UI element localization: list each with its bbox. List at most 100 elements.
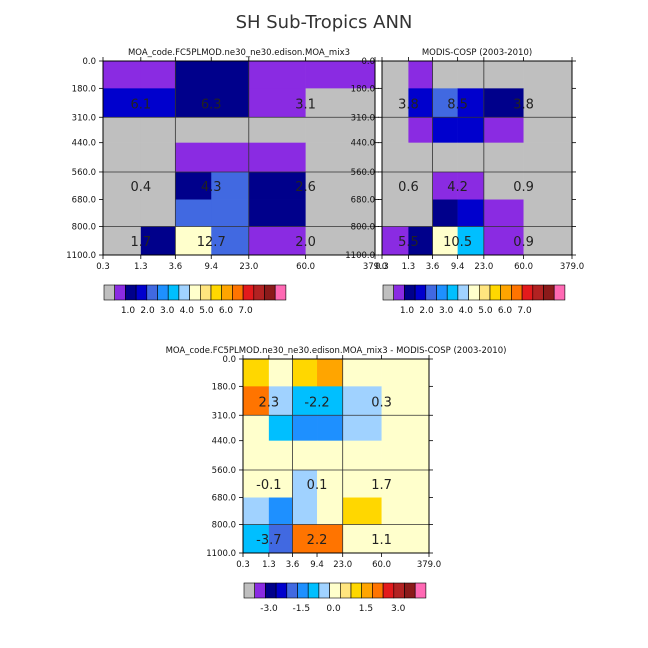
- data-label: 2.6: [295, 180, 316, 195]
- x-tick-label: 60.0: [296, 262, 315, 272]
- colorbar-label: 7.0: [517, 306, 532, 316]
- colorbar-swatch: [457, 284, 469, 301]
- colorbar-swatch: [372, 582, 384, 599]
- heatmap-cell: [317, 469, 343, 498]
- heatmap-cell: [211, 117, 250, 143]
- heatmap-cell: [483, 171, 524, 200]
- colorbar: 1.0 2.0 3.0 4.0 5.0 6.0 7.0: [103, 284, 287, 316]
- colorbar-swatch: [404, 582, 416, 599]
- colorbar-label: 4.0: [180, 306, 195, 316]
- colorbar-label: 1.0: [121, 306, 136, 316]
- x-tick-label: 379.0: [560, 262, 584, 272]
- x-tick-label: 9.4: [310, 560, 324, 570]
- heatmap-cell: [305, 61, 376, 89]
- heatmap-cell: [317, 524, 343, 554]
- heatmap-cell: [317, 415, 343, 441]
- heatmap-cell: [432, 171, 458, 200]
- heatmap-cell: [381, 440, 430, 471]
- data-label: 12.7: [197, 235, 226, 250]
- heatmap-cell: [342, 386, 382, 416]
- heatmap-cell: [175, 142, 212, 173]
- heatmap-cell: [292, 497, 318, 525]
- heatmap-cell: [523, 199, 573, 227]
- heatmap-cell: [140, 61, 176, 89]
- heatmap-cell: [381, 386, 430, 416]
- heatmap-cell: [243, 359, 270, 387]
- heatmap-cell: [103, 199, 142, 227]
- heatmap-cell: [342, 359, 382, 387]
- colorbar: 1.0 2.0 3.0 4.0 5.0 6.0 7.0: [382, 284, 566, 316]
- y-tick-label: 560.0: [351, 168, 375, 178]
- heatmap-cell: [457, 61, 485, 89]
- colorbar-swatch: [382, 582, 395, 599]
- heatmap-cell: [268, 497, 293, 525]
- x-tick-label: 23.0: [333, 560, 352, 570]
- heatmap-cell: [248, 171, 306, 200]
- colorbar-swatch: [114, 284, 126, 301]
- heatmap-cell: [175, 61, 212, 89]
- x-tick-label: 1.3: [402, 262, 416, 272]
- colorbar-swatch: [361, 582, 373, 599]
- colorbar-label: 4.0: [459, 306, 474, 316]
- heatmap-cell: [408, 61, 433, 89]
- heatmap-cell: [175, 199, 212, 227]
- y-tick-label: 680.0: [212, 494, 236, 504]
- colorbar-swatch: [125, 284, 137, 301]
- colorbar-swatch: [307, 582, 320, 599]
- colorbar-swatch: [329, 582, 341, 599]
- data-label: 0.6: [398, 180, 419, 195]
- colorbar-label: 1.5: [359, 604, 373, 614]
- heatmap-cell: [381, 359, 430, 387]
- heatmap-cell: [243, 497, 270, 525]
- colorbar-swatch: [511, 284, 523, 301]
- heatmap-cell: [457, 142, 485, 173]
- data-label: 6.1: [130, 97, 151, 112]
- data-label: 3.8: [398, 97, 419, 112]
- x-tick-label: 9.4: [204, 262, 218, 272]
- heatmap-cell: [248, 117, 306, 143]
- heatmap-cell: [382, 117, 409, 143]
- colorbar-swatch: [468, 284, 480, 301]
- heatmap-cell: [140, 117, 176, 143]
- colorbar-swatch: [489, 284, 501, 301]
- heatmap-cell: [268, 386, 293, 416]
- heatmap-cell: [432, 199, 458, 227]
- heatmap-panel: MOA_code.FC5PLMOD.ne30_ne30.edison.MOA_m…: [66, 48, 387, 272]
- colorbar-swatch: [103, 284, 115, 301]
- heatmap-cell: [317, 359, 343, 387]
- colorbar-swatch: [393, 582, 405, 599]
- colorbar-swatch: [350, 582, 362, 599]
- heatmap-cell: [342, 497, 382, 525]
- data-label: 8.5: [447, 97, 468, 112]
- x-tick-label: 3.6: [169, 262, 183, 272]
- colorbar-swatch: [264, 284, 276, 301]
- colorbar-swatch: [242, 284, 255, 301]
- y-tick-label: 310.0: [351, 113, 375, 123]
- heatmap-cell: [342, 524, 382, 554]
- data-label: 5.5: [398, 235, 419, 250]
- heatmap-cell: [268, 415, 293, 441]
- plot-frame: [102, 60, 376, 256]
- data-label: 3.8: [513, 97, 534, 112]
- heatmap-cell: [483, 61, 524, 89]
- colorbar-swatch: [243, 582, 255, 599]
- heatmap-cell: [243, 386, 270, 416]
- panel-title: MOA_code.FC5PLMOD.ne30_ne30.edison.MOA_m…: [166, 346, 507, 356]
- data-label: 3.1: [295, 97, 316, 112]
- colorbar-swatch: [446, 284, 459, 301]
- y-tick-label: 310.0: [72, 113, 96, 123]
- heatmap-cell: [317, 440, 343, 471]
- data-label: 0.9: [513, 180, 534, 195]
- heatmap-cell: [292, 524, 318, 554]
- y-tick-label: 800.0: [72, 222, 96, 232]
- x-tick-label: 1.3: [262, 560, 276, 570]
- colorbar-label: -1.5: [293, 604, 311, 614]
- x-tick-label: 9.4: [451, 262, 465, 272]
- heatmap-cell: [248, 142, 306, 173]
- heatmap-panel: MOA_code.FC5PLMOD.ne30_ne30.edison.MOA_m…: [166, 346, 507, 570]
- data-label: 0.3: [371, 395, 392, 410]
- heatmap-cell: [342, 415, 382, 441]
- colorbar-label: 2.0: [140, 306, 155, 316]
- heatmap-cell: [305, 199, 376, 227]
- colorbar-swatch: [232, 284, 244, 301]
